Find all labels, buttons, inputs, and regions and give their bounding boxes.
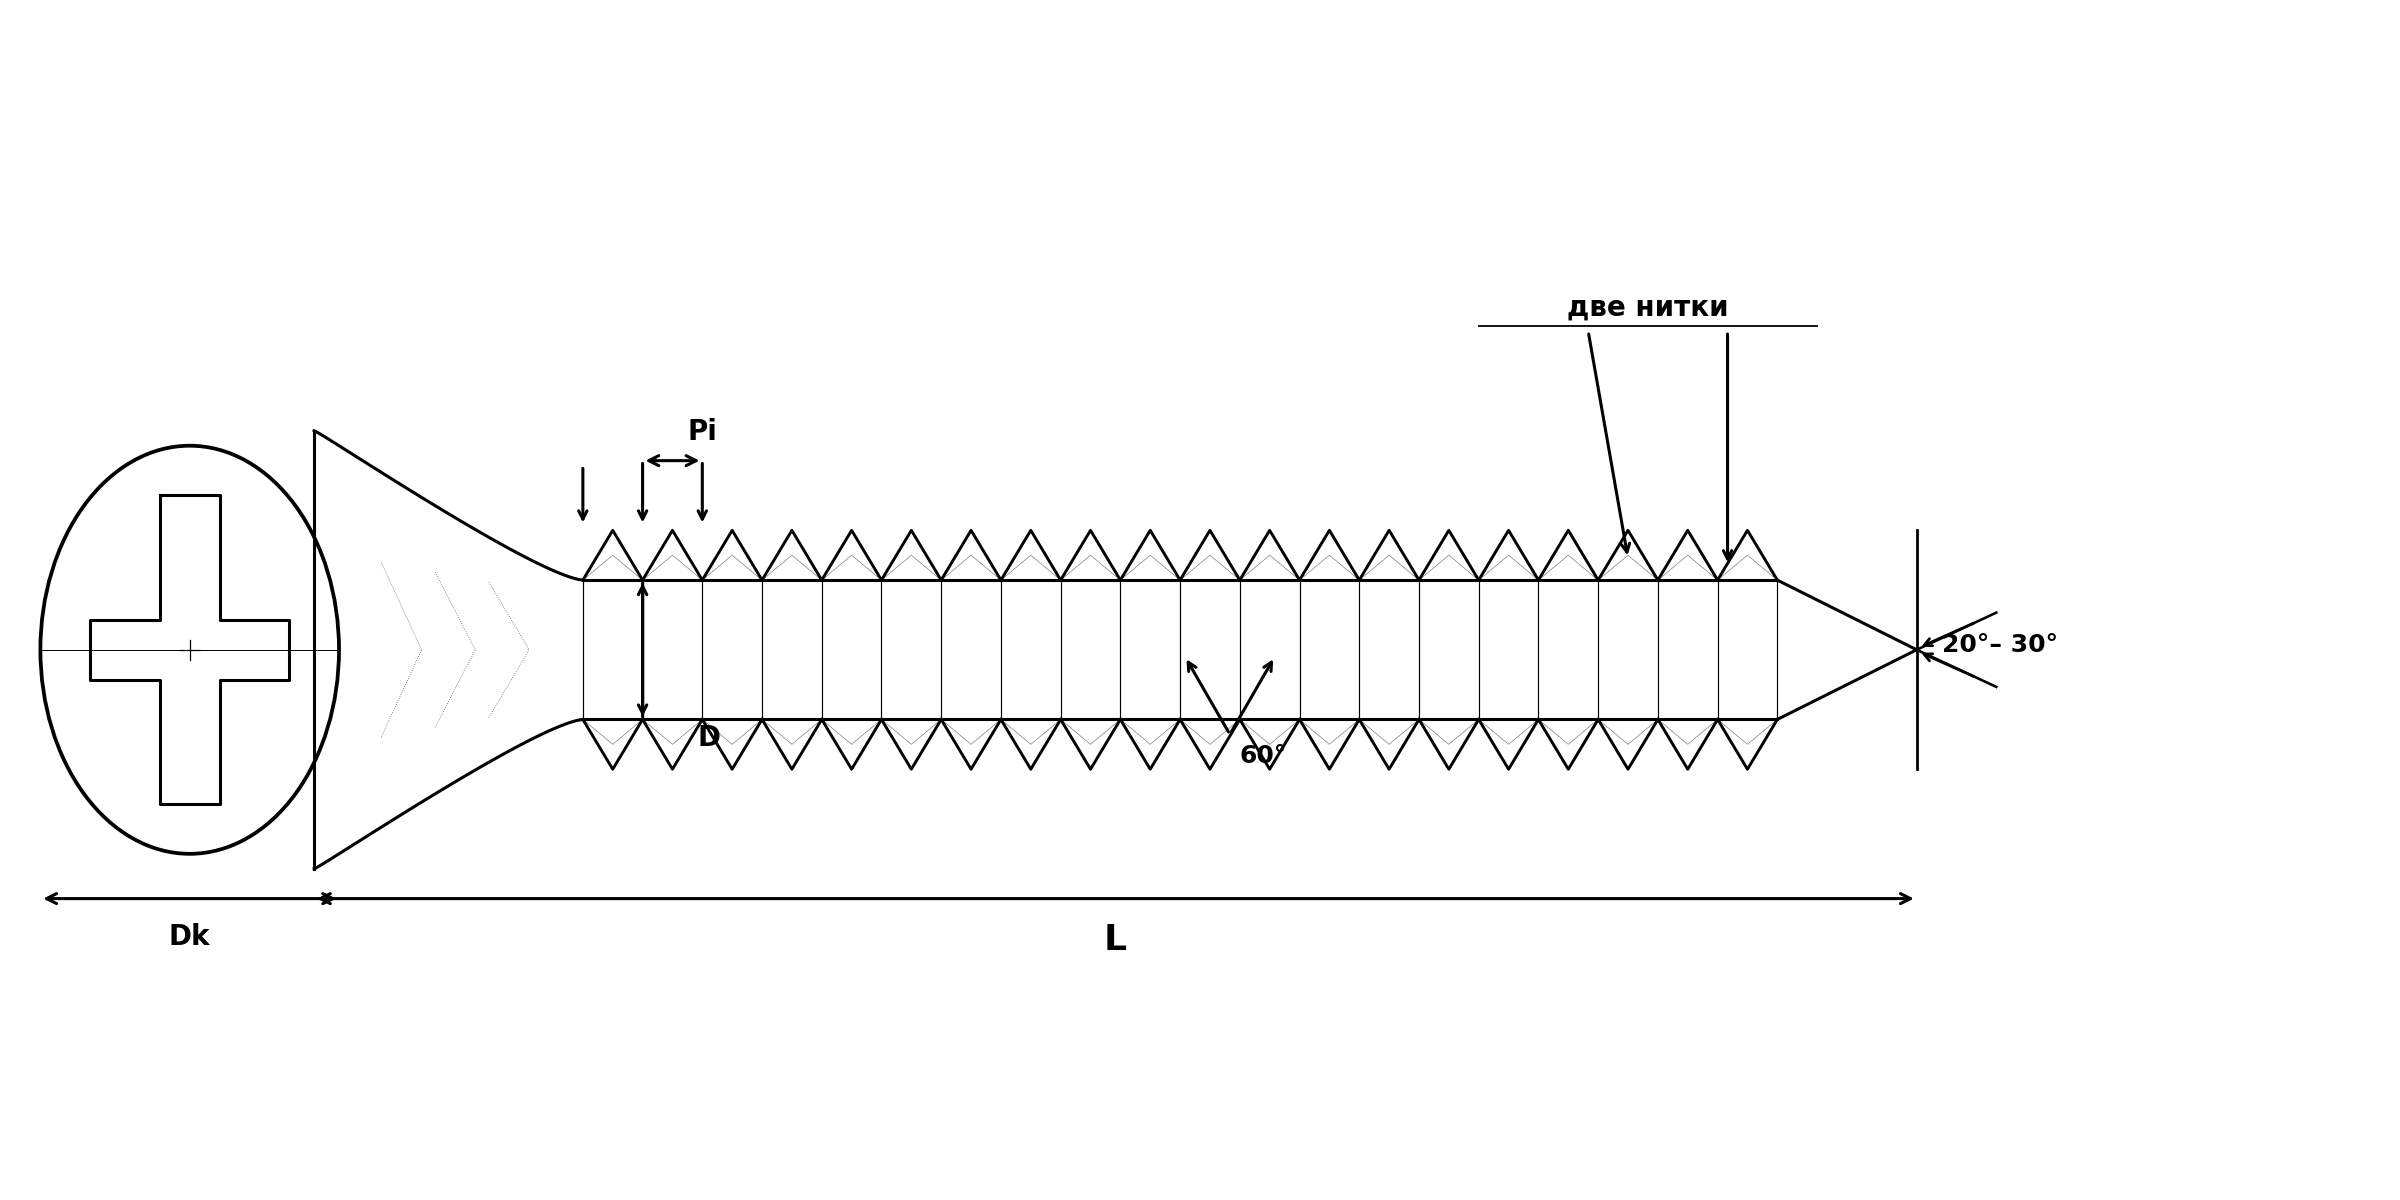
Text: 20°– 30°: 20°– 30°	[1942, 632, 2057, 656]
Text: Dk: Dk	[168, 924, 211, 952]
Text: D: D	[698, 725, 720, 752]
Text: L: L	[1104, 924, 1128, 958]
Text: 60°: 60°	[1241, 744, 1286, 768]
Text: Pi: Pi	[686, 418, 718, 445]
Text: две нитки: две нитки	[1567, 293, 1728, 322]
